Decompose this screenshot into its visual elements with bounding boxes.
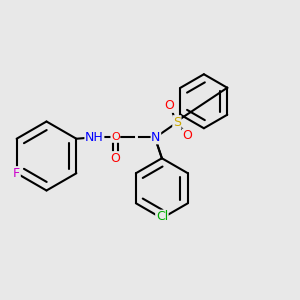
Text: O: O: [164, 99, 174, 112]
Text: O: O: [182, 129, 192, 142]
Text: O: O: [111, 132, 120, 142]
Text: NH: NH: [85, 131, 104, 144]
Text: F: F: [13, 167, 20, 180]
Text: S: S: [173, 116, 181, 129]
Text: Cl: Cl: [156, 210, 168, 223]
Text: N: N: [151, 131, 160, 144]
Text: O: O: [110, 152, 120, 165]
